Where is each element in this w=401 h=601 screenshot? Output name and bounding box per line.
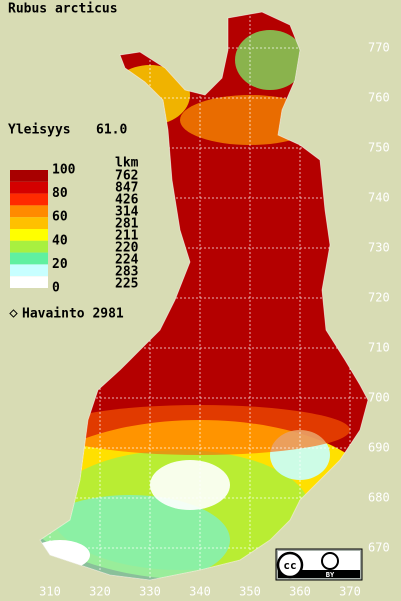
- x-tick-label: 320: [89, 585, 111, 599]
- legend-swatch: [10, 181, 48, 194]
- legend-swatch: [10, 240, 48, 253]
- legend-level: 20: [52, 257, 68, 272]
- y-tick-label: 680: [368, 491, 390, 505]
- observation-count: Havainto 2981: [22, 307, 124, 322]
- x-tick-label: 370: [339, 585, 361, 599]
- legend-swatch: [10, 193, 48, 206]
- observation-symbol: [9, 309, 18, 318]
- legend-level: 100: [52, 163, 76, 178]
- license-cc: cc: [283, 559, 296, 572]
- legend-level: 0: [52, 281, 60, 296]
- x-tick-label: 330: [139, 585, 161, 599]
- y-tick-label: 770: [368, 41, 390, 55]
- y-tick-label: 690: [368, 441, 390, 455]
- legend-count: 224: [115, 253, 139, 268]
- title: Rubus arcticus: [8, 2, 118, 17]
- legend-swatch: [10, 229, 48, 241]
- count-header: lkm: [115, 156, 139, 171]
- legend-level: 60: [52, 210, 68, 225]
- legend-count: 762: [115, 169, 138, 184]
- y-tick-label: 760: [368, 91, 390, 105]
- frequency-value: 61.0: [96, 123, 127, 138]
- y-tick-label: 710: [368, 341, 390, 355]
- legend-swatch: [10, 264, 48, 277]
- y-tick-label: 720: [368, 291, 390, 305]
- y-tick-label: 740: [368, 191, 390, 205]
- license-badge: cc BY: [275, 548, 363, 581]
- legend-level: 80: [52, 186, 68, 201]
- legend-count: 211: [115, 229, 139, 244]
- legend-count: 281: [115, 217, 139, 232]
- x-tick-label: 360: [289, 585, 311, 599]
- legend-count: 283: [115, 265, 138, 280]
- legend-count: 426: [115, 193, 139, 208]
- y-tick-label: 730: [368, 241, 390, 255]
- y-tick-label: 700: [368, 391, 390, 405]
- legend: 100 80 60 40 20 0 7628474263142812112202242832…: [10, 163, 139, 296]
- legend-count: 314: [115, 205, 139, 220]
- legend-count: 847: [115, 181, 138, 196]
- legend-swatch: [10, 217, 48, 229]
- x-tick-label: 340: [189, 585, 211, 599]
- legend-count: 225: [115, 277, 138, 292]
- x-tick-label: 310: [39, 585, 61, 599]
- y-tick-label: 670: [368, 541, 390, 555]
- legend-swatch: [10, 252, 48, 265]
- legend-level: 40: [52, 233, 68, 248]
- legend-swatch: [10, 276, 48, 288]
- legend-swatch: [10, 205, 48, 218]
- x-tick-label: 350: [239, 585, 261, 599]
- license-by: BY: [326, 571, 335, 579]
- y-tick-label: 750: [368, 141, 390, 155]
- frequency-label: Yleisyys: [8, 123, 71, 138]
- coastline: [39, 11, 369, 581]
- legend-swatch: [10, 170, 48, 182]
- legend-count: 220: [115, 241, 139, 256]
